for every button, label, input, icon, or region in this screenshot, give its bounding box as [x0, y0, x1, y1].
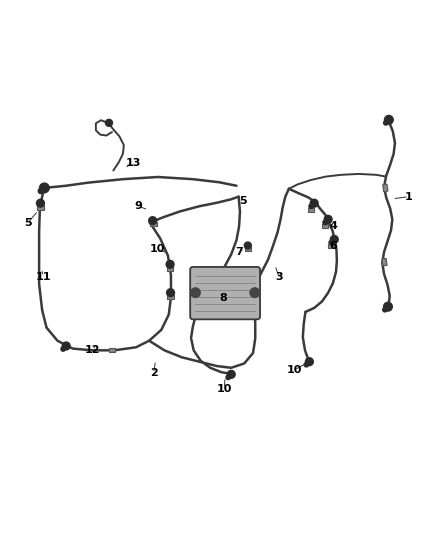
- Text: 8: 8: [219, 293, 227, 303]
- Text: 4: 4: [329, 221, 337, 231]
- Circle shape: [227, 370, 235, 378]
- Circle shape: [226, 375, 230, 379]
- Bar: [245, 247, 251, 251]
- Circle shape: [38, 188, 43, 193]
- Circle shape: [309, 204, 313, 208]
- Bar: [37, 205, 44, 210]
- Bar: [150, 222, 157, 226]
- Text: 3: 3: [276, 272, 283, 282]
- Text: 5: 5: [239, 196, 247, 206]
- Circle shape: [323, 220, 327, 224]
- Bar: [328, 245, 334, 248]
- Circle shape: [149, 217, 156, 224]
- Circle shape: [36, 199, 44, 207]
- Text: 7: 7: [236, 247, 244, 257]
- Bar: [167, 266, 173, 271]
- Circle shape: [106, 119, 113, 126]
- Circle shape: [191, 288, 200, 297]
- Text: 10: 10: [216, 384, 232, 394]
- Circle shape: [385, 116, 393, 124]
- Text: 6: 6: [329, 241, 337, 251]
- Circle shape: [39, 183, 49, 193]
- Circle shape: [62, 342, 70, 350]
- Circle shape: [305, 358, 313, 366]
- Circle shape: [384, 120, 388, 125]
- Bar: [308, 208, 314, 212]
- Text: 2: 2: [150, 368, 157, 378]
- Bar: [109, 348, 115, 352]
- Circle shape: [383, 308, 387, 312]
- Circle shape: [304, 362, 308, 367]
- Circle shape: [244, 242, 251, 249]
- Text: 11: 11: [35, 271, 51, 281]
- Circle shape: [61, 347, 65, 351]
- Text: 9: 9: [134, 201, 142, 211]
- Circle shape: [324, 215, 332, 223]
- Circle shape: [166, 261, 174, 268]
- FancyBboxPatch shape: [190, 267, 260, 319]
- Bar: [167, 295, 174, 299]
- Text: 12: 12: [85, 345, 100, 356]
- Circle shape: [384, 302, 392, 311]
- Text: 13: 13: [125, 158, 141, 167]
- Circle shape: [250, 288, 260, 297]
- Circle shape: [329, 240, 333, 245]
- Circle shape: [310, 199, 318, 207]
- Text: 10: 10: [286, 365, 302, 375]
- Bar: [383, 184, 388, 192]
- Bar: [382, 259, 387, 266]
- Text: 1: 1: [405, 192, 413, 201]
- Text: 10: 10: [150, 244, 166, 254]
- Circle shape: [330, 236, 338, 244]
- Bar: [322, 224, 328, 228]
- Text: 5: 5: [24, 218, 32, 228]
- Circle shape: [166, 289, 174, 297]
